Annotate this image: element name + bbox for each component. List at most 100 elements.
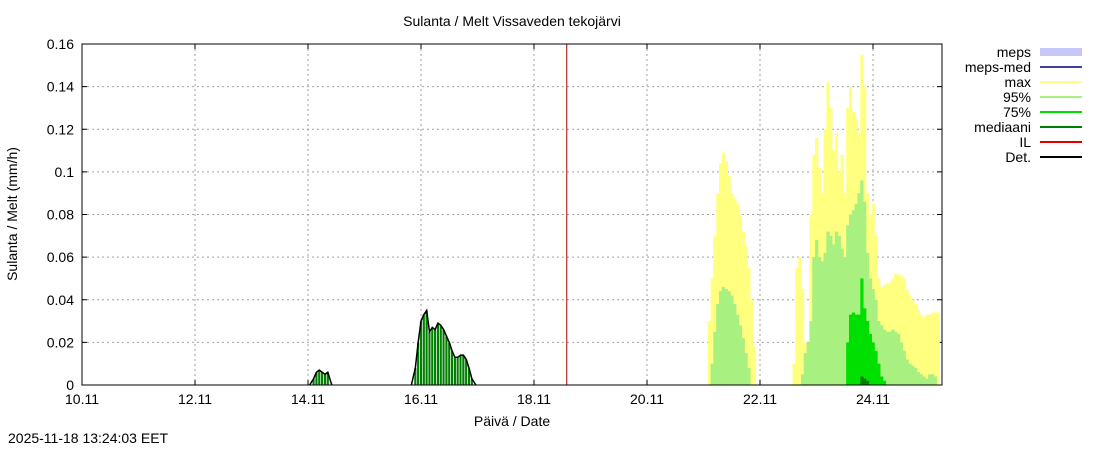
bar-median bbox=[865, 380, 870, 385]
observed-line bbox=[309, 369, 333, 386]
bar-95 bbox=[747, 367, 751, 385]
bar-75 bbox=[860, 278, 864, 385]
legend-label: meps bbox=[997, 44, 1031, 60]
bar-75 bbox=[863, 308, 867, 385]
bar-max bbox=[809, 214, 813, 385]
bar-95 bbox=[891, 329, 895, 385]
bar-95 bbox=[733, 304, 737, 385]
bar-max bbox=[707, 321, 711, 385]
legend-label: 75% bbox=[1003, 104, 1031, 120]
bar-95 bbox=[865, 252, 870, 385]
legend-swatch bbox=[1040, 48, 1082, 56]
bar-max bbox=[899, 276, 904, 385]
bar-max bbox=[721, 152, 726, 385]
y-tick-label: 0.08 bbox=[47, 207, 74, 223]
bar-95 bbox=[843, 257, 847, 385]
bar-max bbox=[741, 231, 745, 385]
bar-max bbox=[919, 314, 923, 385]
bar-95 bbox=[840, 248, 844, 385]
bar-observed bbox=[447, 342, 451, 386]
y-ticks: 0 0.02 0.04 0.06 0.08 0.1 0.12 0.14 0.16 bbox=[47, 36, 942, 393]
bar-75 bbox=[848, 314, 853, 385]
bar-95 bbox=[744, 353, 748, 385]
x-tick-label: 14.11 bbox=[291, 391, 325, 407]
bar-observed bbox=[461, 354, 466, 386]
bar-95 bbox=[925, 378, 929, 385]
bar-max bbox=[738, 214, 743, 385]
y-tick-label: 0.06 bbox=[47, 249, 74, 265]
bar-95 bbox=[902, 350, 906, 385]
bar-95 bbox=[905, 359, 909, 385]
bar-max bbox=[936, 312, 940, 385]
x-axis-label: Päivä / Date bbox=[474, 413, 550, 429]
bar-observed bbox=[458, 354, 463, 386]
bar-95 bbox=[882, 329, 887, 385]
bar-95 bbox=[820, 261, 824, 385]
bar-95 bbox=[806, 342, 810, 385]
x-ticks: 10.11 12.11 14.11 16.11 18.11 20.11 22.11 24.11 bbox=[65, 44, 890, 407]
bar-max bbox=[727, 176, 731, 385]
bar-95 bbox=[897, 333, 901, 385]
bar-observed bbox=[422, 314, 426, 386]
legend-label: 95% bbox=[1003, 89, 1031, 105]
bar-95 bbox=[863, 201, 867, 385]
x-tick-label: 20.11 bbox=[630, 391, 664, 407]
bar-95 bbox=[857, 193, 861, 385]
bar-max bbox=[798, 257, 802, 385]
x-tick-label: 16.11 bbox=[404, 391, 438, 407]
bar-max bbox=[928, 314, 932, 385]
bar-max bbox=[750, 299, 754, 385]
bar-95 bbox=[727, 291, 731, 385]
bar-95 bbox=[817, 257, 822, 385]
legend-label: max bbox=[1005, 74, 1031, 90]
bar-observed bbox=[444, 335, 449, 386]
series-observed bbox=[309, 308, 477, 386]
bar-75 bbox=[851, 312, 856, 385]
x-tick-label: 24.11 bbox=[856, 391, 890, 407]
bar-95 bbox=[933, 376, 937, 385]
bar-95 bbox=[885, 331, 889, 385]
bar-95 bbox=[716, 304, 720, 385]
bar-observed bbox=[439, 325, 443, 386]
bar-max bbox=[752, 346, 757, 385]
x-tick-label: 10.11 bbox=[65, 391, 99, 407]
bar-observed bbox=[441, 329, 446, 386]
bar-observed bbox=[433, 329, 437, 386]
bar-95 bbox=[713, 331, 717, 385]
bar-95 bbox=[880, 325, 884, 385]
bar-95 bbox=[928, 374, 932, 385]
bar-max bbox=[744, 246, 748, 385]
bar-max bbox=[897, 274, 901, 385]
y-tick-label: 0.16 bbox=[47, 36, 74, 52]
bar-max bbox=[724, 161, 728, 385]
bar-95 bbox=[730, 295, 734, 385]
bar-max bbox=[716, 193, 720, 385]
bar-95 bbox=[899, 342, 904, 385]
bar-95 bbox=[848, 214, 853, 385]
bar-75 bbox=[865, 321, 870, 385]
bar-max bbox=[913, 304, 918, 385]
bar-observed bbox=[323, 374, 327, 386]
bar-95 bbox=[837, 235, 841, 385]
bar-95 bbox=[894, 331, 898, 385]
legend-label: Det. bbox=[1005, 149, 1031, 165]
bar-95 bbox=[916, 372, 921, 385]
bar-75 bbox=[857, 314, 861, 385]
bar-95 bbox=[823, 252, 827, 385]
bar-75 bbox=[846, 342, 850, 385]
bar-95 bbox=[724, 289, 728, 385]
bar-75 bbox=[868, 333, 872, 385]
bar-observed bbox=[450, 350, 454, 386]
y-tick-label: 0.02 bbox=[47, 334, 74, 350]
bar-max bbox=[710, 278, 714, 385]
bar-75 bbox=[874, 350, 878, 385]
bar-max bbox=[747, 267, 751, 385]
bar-max bbox=[894, 274, 898, 385]
bar-75 bbox=[882, 380, 887, 385]
bar-max bbox=[916, 310, 921, 385]
bar-95 bbox=[719, 291, 723, 385]
bar-95 bbox=[911, 365, 915, 385]
bar-max bbox=[908, 295, 912, 385]
plot-frame bbox=[81, 43, 943, 386]
